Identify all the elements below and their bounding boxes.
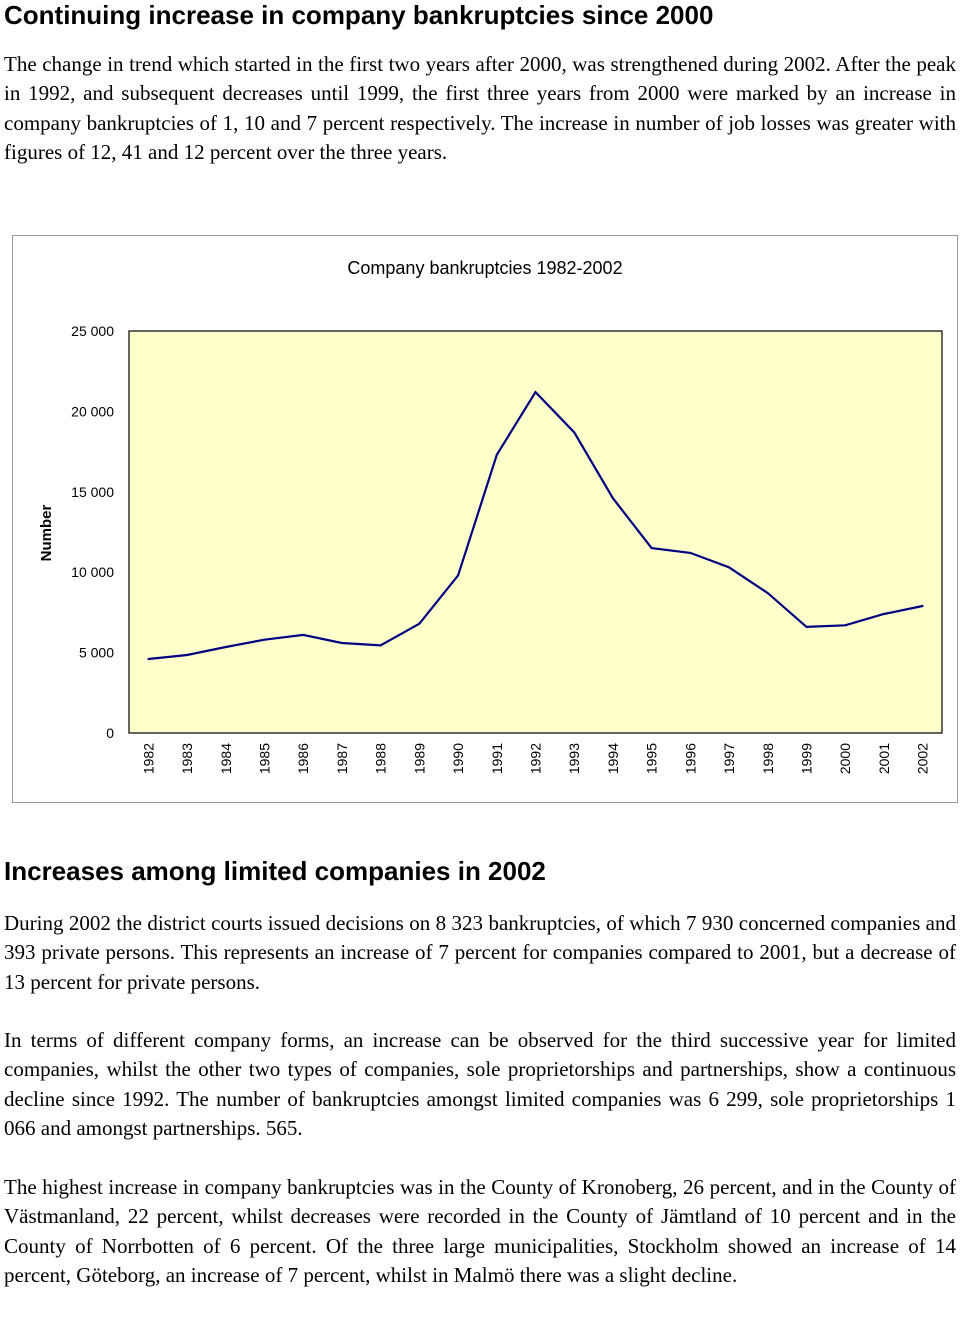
x-tick-label: 1990 (450, 743, 466, 774)
paragraph-court-decisions: During 2002 the district courts issued d… (4, 911, 956, 994)
x-tick-label: 2000 (837, 743, 853, 774)
data-point-1987 (340, 641, 343, 644)
plot-area-group (128, 330, 943, 734)
x-tick-label: 1992 (528, 743, 544, 774)
data-point-1998 (766, 592, 769, 595)
y-tick-label: 15 000 (71, 484, 114, 500)
data-point-1989 (418, 622, 421, 625)
data-point-1992 (534, 391, 537, 394)
x-tick-label: 1985 (257, 743, 273, 774)
x-tick-label: 1984 (218, 743, 234, 774)
x-tick-label: 1995 (644, 743, 660, 774)
chart-container: Company bankruptcies 1982-2002 Number 0 5… (12, 235, 958, 803)
data-point-1983 (186, 654, 189, 657)
y-tick-labels: 0 5 000 10 000 15 000 20 000 25 000 (71, 323, 114, 741)
data-point-2002 (921, 604, 924, 607)
x-tick-label: 1988 (373, 743, 389, 774)
paragraph-county-changes: The highest increase in company bankrupt… (4, 1175, 956, 1287)
bankruptcy-line-chart: Company bankruptcies 1982-2002 Number 0 5… (38, 258, 943, 774)
y-tick-label: 20 000 (71, 403, 114, 419)
x-tick-label: 1996 (682, 743, 698, 774)
y-tick-label: 25 000 (71, 323, 114, 339)
x-tick-label: 2002 (915, 743, 931, 774)
section-heading-limited-companies: Increases among limited companies in 200… (4, 856, 546, 886)
data-point-1997 (728, 566, 731, 569)
x-tick-label: 1991 (489, 743, 505, 774)
x-tick-label: 1994 (605, 743, 621, 774)
y-tick-label: 5 000 (79, 645, 114, 661)
x-tick-label: 1998 (760, 743, 776, 774)
data-point-1999 (805, 625, 808, 628)
y-axis-label: Number (38, 505, 55, 562)
data-point-1995 (650, 547, 653, 550)
x-tick-label: 1999 (799, 743, 815, 774)
x-tick-label: 1989 (411, 743, 427, 774)
y-tick-label: 0 (106, 725, 114, 741)
x-tick-label: 1986 (295, 743, 311, 774)
data-point-1988 (379, 644, 382, 647)
data-point-2001 (882, 613, 885, 616)
x-tick-label: 1987 (334, 743, 350, 774)
x-tick-label: 1997 (721, 743, 737, 774)
paragraph-trend-change: The change in trend which started in the… (4, 52, 956, 164)
paragraph-company-forms: In terms of different company forms, an … (4, 1028, 956, 1140)
data-point-1994 (611, 497, 614, 500)
data-point-1990 (457, 574, 460, 577)
section-heading-bankruptcy-trend: Continuing increase in company bankruptc… (4, 0, 714, 30)
data-point-1982 (147, 658, 150, 661)
data-point-1991 (495, 453, 498, 456)
x-tick-label: 1993 (566, 743, 582, 774)
data-point-1985 (263, 638, 266, 641)
y-tick-label: 10 000 (71, 564, 114, 580)
x-tick-label: 2001 (876, 743, 892, 774)
data-point-1984 (224, 645, 227, 648)
data-point-1993 (573, 431, 576, 434)
chart-title: Company bankruptcies 1982-2002 (347, 258, 622, 278)
data-point-1996 (689, 551, 692, 554)
x-tick-label: 1982 (140, 743, 156, 774)
data-point-2000 (844, 624, 847, 627)
x-tick-labels: 1982 1983 1984 1985 1986 1987 1988 1989 1990 1991… (140, 743, 930, 774)
x-tick-label: 1983 (179, 743, 195, 774)
plot-area (128, 330, 943, 734)
data-point-1986 (302, 633, 305, 636)
